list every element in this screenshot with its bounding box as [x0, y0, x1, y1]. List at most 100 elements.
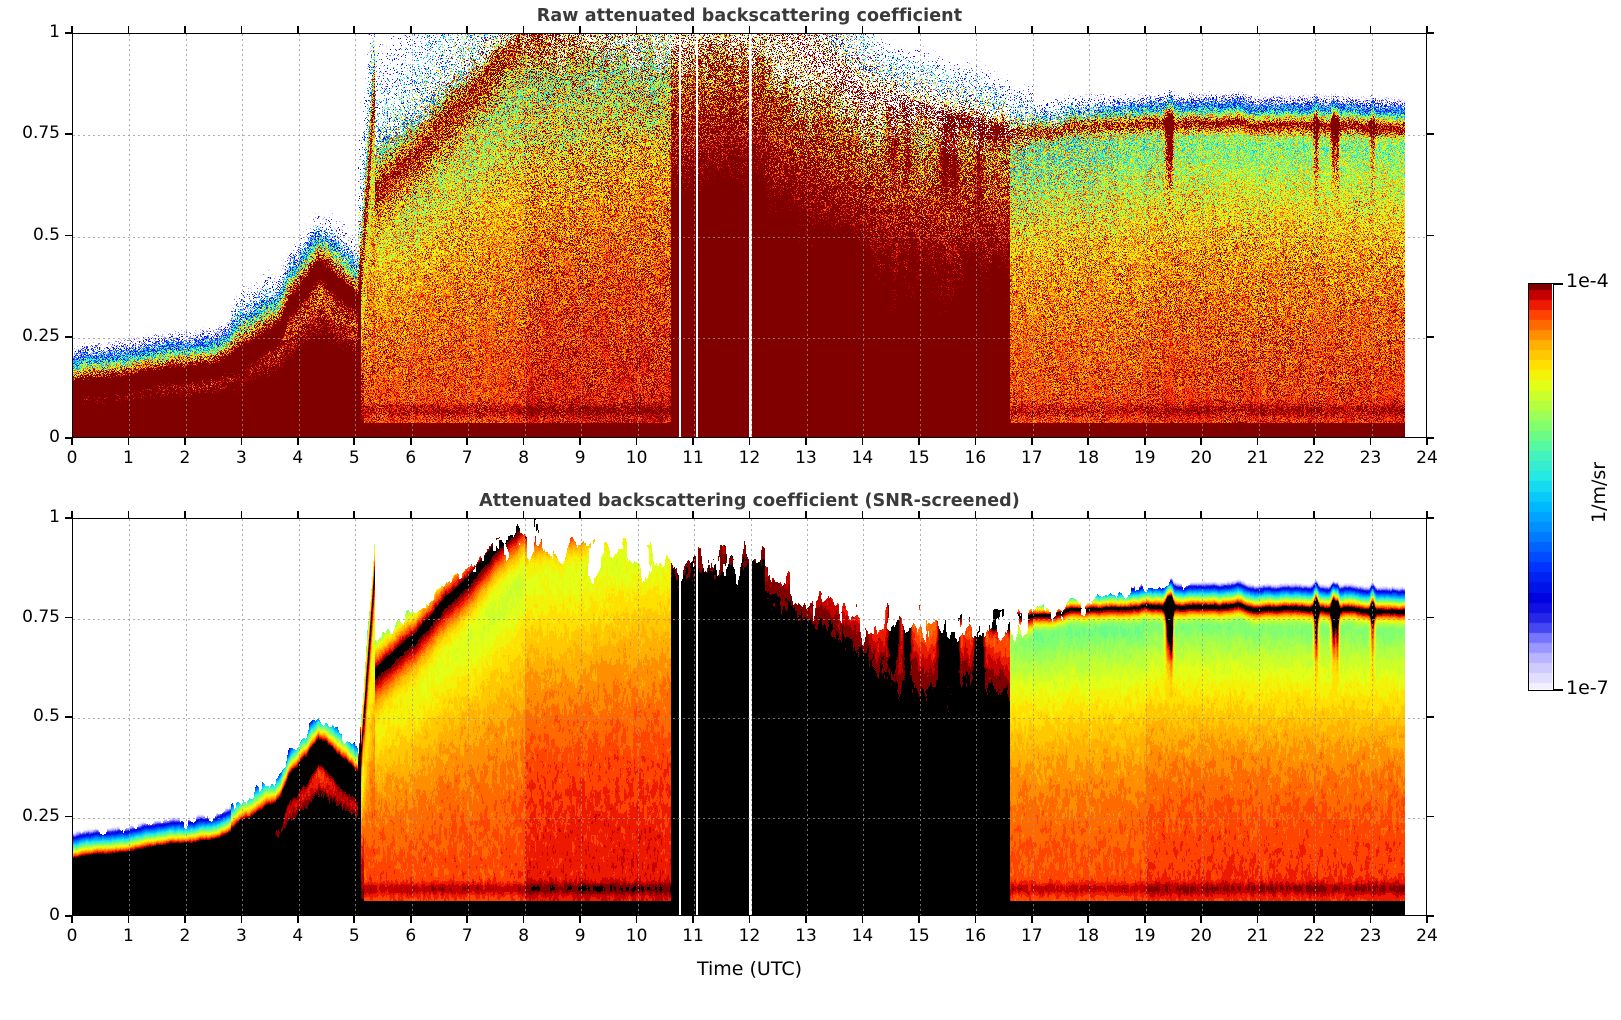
- x-tick-label: 5: [348, 448, 360, 468]
- x-tick: [353, 438, 356, 445]
- x-tick-top: [127, 511, 130, 518]
- y-tick-right: [1427, 437, 1434, 439]
- x-tick: [1313, 438, 1315, 445]
- x-tick-top: [974, 511, 977, 518]
- x-tick: [522, 916, 525, 923]
- colorbar-tick-max: [1554, 283, 1563, 285]
- x-tick-top: [692, 511, 694, 518]
- x-tick-label: 11: [682, 448, 704, 468]
- x-tick-label: 16: [964, 448, 987, 468]
- x-tick-top: [297, 26, 299, 33]
- x-tick: [127, 916, 130, 923]
- x-tick-top: [861, 511, 864, 518]
- x-tick: [1256, 916, 1259, 923]
- x-tick-top: [240, 26, 243, 33]
- x-tick-top: [579, 26, 581, 33]
- x-tick-top: [918, 26, 920, 33]
- y-tick-right: [1427, 517, 1434, 519]
- plot-area-raw[interactable]: [72, 33, 1427, 438]
- x-tick-label: 5: [348, 926, 360, 946]
- x-tick-top: [184, 511, 186, 518]
- x-tick-top: [1200, 511, 1202, 518]
- colorbar-unit-label: 1/m/sr: [1588, 461, 1610, 523]
- x-tick-label: 12: [738, 448, 761, 468]
- x-tick-label: 17: [1020, 448, 1043, 468]
- y-tick-label: 0: [49, 427, 60, 447]
- x-tick-label: 9: [574, 448, 586, 468]
- x-tick: [1426, 916, 1428, 923]
- x-tick-label: 19: [1133, 926, 1156, 946]
- x-tick-label: 8: [518, 448, 530, 468]
- x-tick: [974, 916, 977, 923]
- colorbar-tick-min: [1554, 689, 1563, 691]
- y-tick-label: 0: [49, 905, 60, 925]
- x-axis-label-time: Time (UTC): [696, 958, 803, 980]
- x-tick-top: [1030, 511, 1033, 518]
- x-tick-label: 3: [235, 448, 247, 468]
- x-tick: [1200, 438, 1202, 445]
- x-tick-label: 9: [574, 926, 586, 946]
- x-tick: [1256, 438, 1259, 445]
- x-tick-top: [748, 511, 751, 518]
- x-tick: [748, 916, 751, 923]
- x-tick: [71, 916, 73, 923]
- x-tick-label: 21: [1246, 448, 1269, 468]
- x-tick: [466, 916, 468, 923]
- x-tick: [974, 438, 977, 445]
- x-tick-top: [1426, 26, 1428, 33]
- y-tick-right: [1427, 133, 1434, 136]
- colorbar-gradient: [1529, 284, 1552, 689]
- x-tick-top: [918, 511, 920, 518]
- x-tick-label: 7: [461, 448, 473, 468]
- x-tick-label: 24: [1416, 926, 1438, 946]
- x-tick-label: 14: [851, 448, 874, 468]
- x-tick: [579, 916, 581, 923]
- x-tick-label: 11: [682, 926, 704, 946]
- x-tick-top: [71, 26, 73, 33]
- x-tick-label: 18: [1077, 926, 1100, 946]
- x-tick: [692, 438, 694, 445]
- x-tick-top: [1087, 511, 1090, 518]
- x-tick-top: [71, 511, 73, 518]
- x-tick: [1369, 438, 1372, 445]
- x-tick-label: 20: [1190, 448, 1212, 468]
- x-tick-label: 24: [1416, 448, 1438, 468]
- x-tick: [353, 916, 356, 923]
- y-tick: [65, 616, 72, 619]
- y-tick-label: 0.25: [22, 805, 60, 826]
- y-tick: [65, 335, 72, 338]
- x-tick-label: 0: [66, 926, 78, 946]
- colorbar-max-label: 1e-4: [1566, 270, 1609, 292]
- x-tick-top: [635, 511, 638, 518]
- x-tick: [1087, 916, 1090, 923]
- x-tick: [297, 438, 299, 445]
- x-tick-top: [522, 511, 525, 518]
- x-tick-label: 18: [1077, 448, 1100, 468]
- x-tick-label: 23: [1359, 926, 1382, 946]
- x-tick: [409, 438, 412, 445]
- x-tick: [522, 438, 525, 445]
- x-tick-label: 4: [292, 448, 304, 468]
- x-tick-label: 12: [738, 926, 761, 946]
- x-tick-label: 23: [1359, 448, 1382, 468]
- x-tick: [1030, 916, 1033, 923]
- x-tick-label: 13: [795, 926, 817, 946]
- x-tick-label: 10: [625, 926, 648, 946]
- x-tick-top: [1369, 511, 1372, 518]
- x-tick-label: 10: [625, 448, 648, 468]
- y-tick: [65, 437, 72, 439]
- x-tick-label: 20: [1190, 926, 1212, 946]
- x-tick-label: 22: [1303, 926, 1325, 946]
- x-tick-label: 8: [518, 926, 530, 946]
- y-tick-right: [1427, 616, 1434, 619]
- x-tick-top: [1143, 26, 1146, 33]
- x-tick: [1087, 438, 1090, 445]
- x-tick-label: 6: [405, 448, 417, 468]
- plot-area-screened[interactable]: [72, 518, 1427, 916]
- x-tick: [1030, 438, 1033, 445]
- x-tick: [918, 438, 920, 445]
- y-tick-label: 0.5: [32, 224, 60, 245]
- x-tick-label: 22: [1303, 448, 1325, 468]
- x-tick-top: [184, 26, 186, 33]
